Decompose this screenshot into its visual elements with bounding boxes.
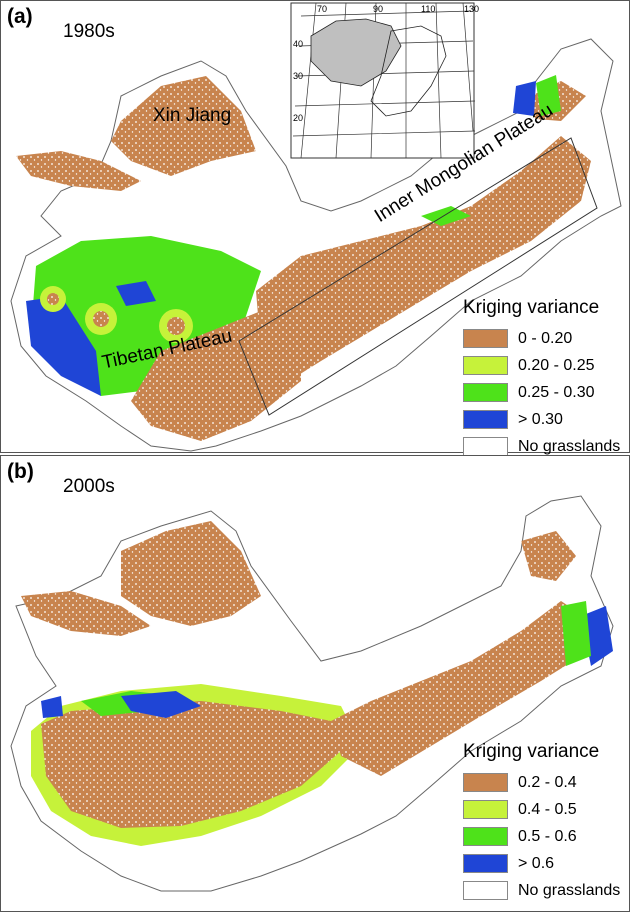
legend-label: 0 - 0.20	[518, 329, 573, 347]
xinjiang-grassland	[121, 521, 261, 626]
legend-item: 0.4 - 0.5	[463, 796, 620, 823]
legend-swatch	[463, 410, 508, 429]
legend-title: Kriging variance	[463, 741, 600, 762]
tibet-blue-patch	[116, 281, 156, 306]
inset-lat-label: 40	[293, 39, 304, 49]
legend-swatch	[463, 854, 508, 873]
legend-item: 0.20 - 0.25	[463, 352, 620, 379]
tibet-brown-zone	[41, 701, 341, 828]
decade-label: 2000s	[63, 476, 115, 497]
legend-label: > 0.6	[518, 854, 555, 872]
tibet-blue-zone	[26, 296, 101, 396]
legend-label: 0.25 - 0.30	[518, 383, 595, 401]
northeast-grassland	[521, 531, 576, 581]
legend-item: 0.25 - 0.30	[463, 379, 620, 406]
legend-item: > 0.6	[463, 850, 620, 877]
map-panel-a: (a) 1980s Xin Jiang Tibetan Plateau Inne…	[0, 0, 630, 456]
legend-swatch	[463, 773, 508, 792]
inset-lon-label: 70	[317, 4, 328, 14]
tianshan-grassland	[16, 151, 141, 191]
legend: Kriging variance 0.2 - 0.4 0.4 - 0.5 0.5…	[463, 741, 620, 904]
panel-label: (a)	[7, 5, 33, 28]
tianshan-grassland	[21, 591, 151, 636]
panel-label: (b)	[7, 460, 34, 483]
inset-china-shape	[310, 18, 402, 87]
legend-swatch	[463, 437, 508, 456]
tibet-blue-patch	[121, 691, 201, 718]
map-panel-b: (b) 2000s Kriging variance 0.2 - 0.4 0.4…	[0, 455, 630, 912]
legend-item: 0 - 0.20	[463, 325, 620, 352]
legend-title: Kriging variance	[463, 297, 600, 318]
legend-swatch	[463, 329, 508, 348]
legend-swatch	[463, 827, 508, 846]
legend-label: 0.2 - 0.4	[518, 773, 577, 791]
tibet-brown-zone	[131, 311, 301, 441]
grassland-map-2000s	[10, 495, 614, 892]
legend: Kriging variance 0 - 0.20 0.20 - 0.25 0.…	[463, 297, 620, 460]
region-label-xinjiang: Xin Jiang	[153, 105, 232, 126]
legend-swatch	[463, 881, 508, 900]
inset-lon-label: 90	[373, 4, 384, 14]
legend-label: 0.4 - 0.5	[518, 800, 577, 818]
inset-lat-label: 20	[293, 113, 304, 123]
legend-swatch	[463, 800, 508, 819]
legend-label: 0.20 - 0.25	[518, 356, 595, 374]
legend-swatch	[463, 383, 508, 402]
inset-lon-label: 110	[421, 4, 436, 14]
legend-swatch	[463, 356, 508, 375]
northeast-blue-patch	[513, 81, 536, 116]
legend-item: 0.2 - 0.4	[463, 769, 620, 796]
legend-label: No grasslands	[518, 881, 621, 899]
inset-lat-label: 30	[293, 71, 304, 81]
study-area-box	[238, 137, 598, 416]
inset-lon-label: 130	[464, 4, 480, 14]
legend-label: 0.5 - 0.6	[518, 827, 577, 845]
xinjiang-grassland	[111, 76, 256, 176]
decade-label: 1980s	[63, 21, 115, 42]
legend-item: > 0.30	[463, 406, 620, 433]
legend-item: 0.5 - 0.6	[463, 823, 620, 850]
legend-item: No grasslands	[463, 877, 620, 904]
inner-mongolia-grassland	[331, 601, 591, 776]
legend-item: No grasslands	[463, 433, 620, 460]
legend-label: > 0.30	[518, 410, 563, 428]
grassland-map-1980s	[10, 2, 622, 452]
legend-label: No grasslands	[518, 437, 621, 455]
inner-mongolia-grassland	[256, 136, 591, 386]
